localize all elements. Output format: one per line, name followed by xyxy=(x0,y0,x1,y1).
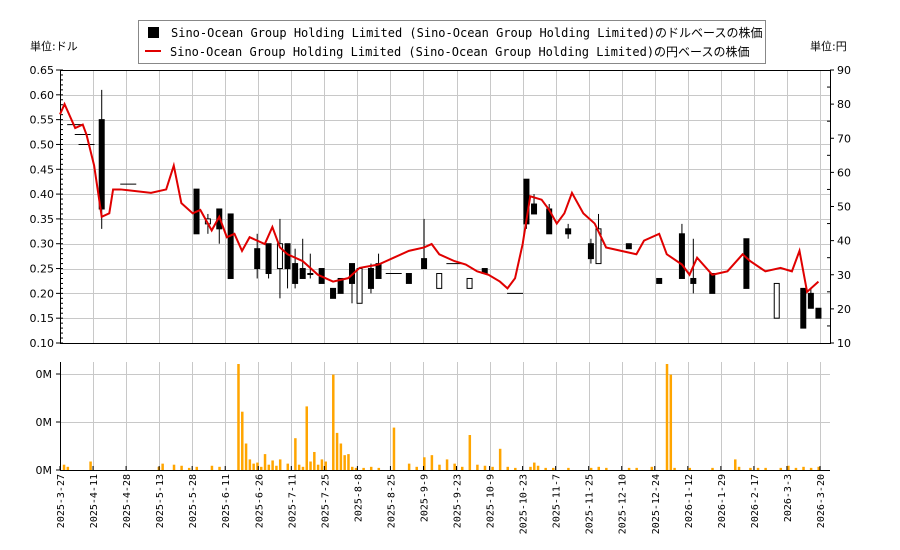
svg-text:0.60: 0.60 xyxy=(30,89,55,102)
x-tick-label: 2026-3-20 xyxy=(816,474,827,528)
legend-item-usd: Sino-Ocean Group Holding Limited (Sino-O… xyxy=(145,23,762,41)
x-tick-label: 2026-1-12 xyxy=(684,474,695,528)
svg-text:0M: 0M xyxy=(36,416,53,429)
svg-text:0.55: 0.55 xyxy=(30,114,55,127)
x-tick-label: 2025-12-24 xyxy=(651,474,662,534)
legend-item-jpy: Sino-Ocean Group Holding Limited (Sino-O… xyxy=(145,42,749,60)
svg-text:0.10: 0.10 xyxy=(30,337,55,350)
x-tick-label: 2025-11-7 xyxy=(552,474,563,528)
svg-text:0.40: 0.40 xyxy=(30,188,55,201)
x-tick-label: 2026-3-3 xyxy=(783,474,794,522)
x-tick-label: 2025-10-23 xyxy=(519,474,530,534)
x-tick-label: 2026-2-17 xyxy=(750,474,761,528)
svg-text:0.45: 0.45 xyxy=(30,163,55,176)
svg-text:40: 40 xyxy=(837,235,851,248)
red-line-icon xyxy=(145,50,161,52)
x-tick-label: 2025-5-28 xyxy=(188,474,199,528)
svg-text:50: 50 xyxy=(837,201,851,214)
x-tick-label: 2025-8-8 xyxy=(353,474,364,522)
x-tick-label: 2025-9-23 xyxy=(453,474,464,528)
svg-text:0.50: 0.50 xyxy=(30,138,55,151)
x-tick-label: 2025-3-27 xyxy=(56,474,67,528)
svg-text:0M: 0M xyxy=(36,368,53,381)
x-tick-label: 2026-1-29 xyxy=(717,474,728,528)
legend: Sino-Ocean Group Holding Limited (Sino-O… xyxy=(138,20,766,64)
svg-text:0.20: 0.20 xyxy=(30,287,55,300)
jpy-price-line xyxy=(59,101,820,294)
svg-text:10: 10 xyxy=(837,337,851,350)
svg-text:20: 20 xyxy=(837,303,851,316)
x-tick-label: 2025-4-11 xyxy=(89,474,100,528)
x-tick-label: 2025-7-25 xyxy=(320,474,331,528)
svg-text:0.65: 0.65 xyxy=(30,64,55,77)
x-tick-label: 2025-5-13 xyxy=(155,474,166,528)
svg-text:0.25: 0.25 xyxy=(30,263,55,276)
x-tick-label: 2025-6-11 xyxy=(221,474,232,528)
legend-usd-label: Sino-Ocean Group Holding Limited (Sino-O… xyxy=(171,25,763,40)
x-tick-label: 2025-4-28 xyxy=(122,474,133,528)
svg-text:80: 80 xyxy=(837,98,851,111)
left-unit-label: 単位:ドル xyxy=(30,39,78,53)
x-tick-label: 2025-8-25 xyxy=(386,474,397,528)
x-tick-label: 2025-10-9 xyxy=(486,474,497,528)
x-tick-label: 2025-6-26 xyxy=(254,474,265,528)
x-tick-label: 2025-7-11 xyxy=(287,474,298,528)
svg-text:0.15: 0.15 xyxy=(30,312,55,325)
black-square-icon xyxy=(148,26,159,38)
legend-jpy-label: Sino-Ocean Group Holding Limited (Sino-O… xyxy=(170,44,750,59)
x-tick-label: 2025-12-10 xyxy=(618,474,629,534)
svg-text:70: 70 xyxy=(837,132,851,145)
svg-text:60: 60 xyxy=(837,166,851,179)
svg-text:0.35: 0.35 xyxy=(30,213,55,226)
svg-text:0M: 0M xyxy=(36,464,53,477)
x-tick-label: 2025-9-9 xyxy=(419,474,430,522)
main-plot-frame xyxy=(60,70,831,344)
x-tick-label: 2025-11-25 xyxy=(585,474,596,534)
right-unit-label: 単位:円 xyxy=(810,39,847,53)
svg-text:0.30: 0.30 xyxy=(30,238,55,251)
svg-text:90: 90 xyxy=(837,64,851,77)
svg-text:30: 30 xyxy=(837,269,851,282)
